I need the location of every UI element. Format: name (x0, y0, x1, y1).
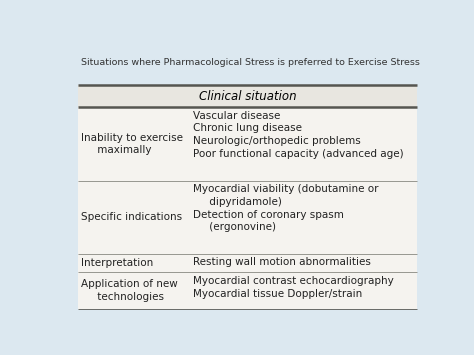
Text: Inability to exercise
     maximally: Inability to exercise maximally (82, 133, 183, 155)
Polygon shape (78, 85, 418, 309)
Text: Myocardial viability (dobutamine or
     dipyridamole)
Detection of coronary spa: Myocardial viability (dobutamine or dipy… (193, 184, 379, 233)
Text: Specific indications: Specific indications (82, 212, 182, 223)
Text: Application of new
     technologies: Application of new technologies (82, 279, 178, 302)
Text: Interpretation: Interpretation (82, 258, 154, 268)
Text: Myocardial contrast echocardiography
Myocardial tissue Doppler/strain: Myocardial contrast echocardiography Myo… (193, 276, 394, 299)
Text: Situations where Pharmacological Stress is preferred to Exercise Stress: Situations where Pharmacological Stress … (82, 58, 420, 67)
Text: Vascular disease
Chronic lung disease
Neurologic/orthopedic problems
Poor functi: Vascular disease Chronic lung disease Ne… (193, 111, 404, 159)
Text: Clinical situation: Clinical situation (199, 90, 296, 103)
Text: Resting wall motion abnormalities: Resting wall motion abnormalities (193, 257, 371, 267)
Polygon shape (78, 85, 418, 107)
